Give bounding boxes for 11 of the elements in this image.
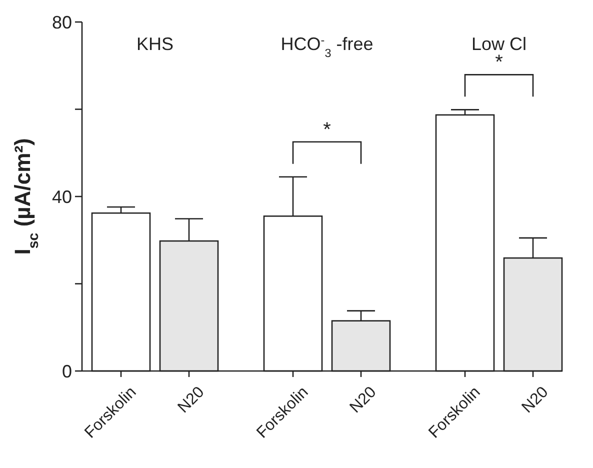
y-tick-label: 0 (62, 361, 72, 382)
annotation: * (495, 52, 504, 74)
x-tick-label: N20 (174, 384, 208, 417)
x-tick-label: N20 (346, 384, 380, 417)
y-tick-label: 40 (52, 186, 72, 207)
y-tick-label: 80 (52, 12, 72, 32)
annotation: * (323, 118, 332, 141)
x-tick-label: N20 (518, 384, 552, 417)
annotation: KHS (136, 34, 174, 54)
annotation: HCO$^{-}$$_{3}$ -free (280, 34, 374, 60)
annotation: Low Cl (471, 34, 527, 54)
